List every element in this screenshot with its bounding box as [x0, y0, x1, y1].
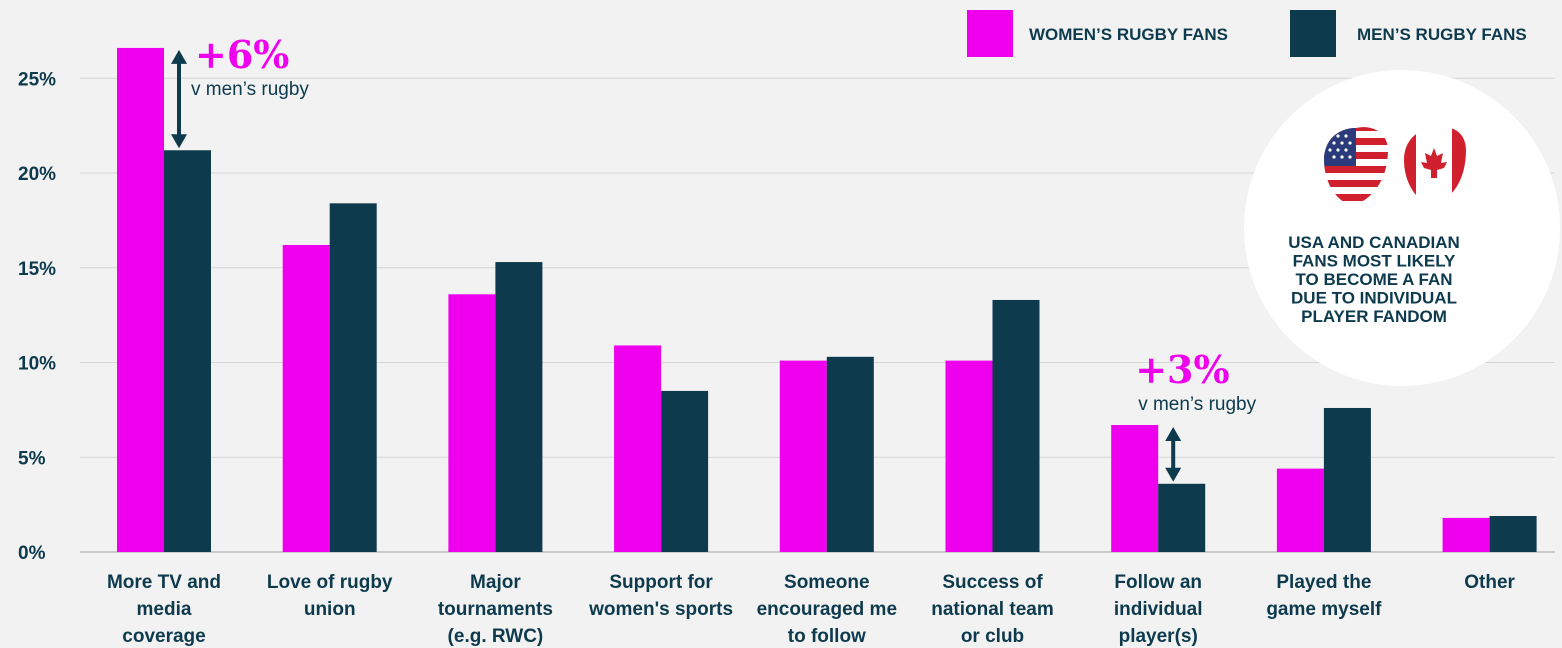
- difference-value: +6%: [195, 32, 289, 77]
- annotations: +6%v men’s rugby+3%v men’s rugby: [171, 32, 1257, 482]
- difference-caption: v men’s rugby: [1138, 394, 1256, 415]
- legend-swatch-men: [1290, 10, 1336, 57]
- category-label: Success of national team or club: [931, 572, 1053, 647]
- bar-women-6: [1111, 425, 1159, 552]
- legend: WOMEN’S RUGBY FANS MEN’S RUGBY FANS: [967, 10, 1527, 57]
- callout-circle: [1244, 70, 1560, 386]
- bar-women-1: [282, 245, 330, 552]
- bar-women-0: [117, 47, 164, 553]
- arrow-down-icon: [1165, 467, 1182, 482]
- y-tick-label: 10%: [18, 354, 56, 375]
- category-label: Love of rugby union: [267, 572, 393, 620]
- bar-men-4: [826, 356, 874, 552]
- y-tick-label: 20%: [18, 164, 56, 185]
- bar-women-7: [1276, 468, 1324, 552]
- bar-men-6: [1158, 483, 1206, 552]
- bar-women-4: [779, 360, 827, 552]
- bar-women-2: [448, 294, 496, 552]
- y-axis-ticks: 0% 5% 10% 15% 20% 25%: [18, 69, 56, 564]
- callout-text: USA AND CANADIAN FANS MOST LIKELY TO BECOM…: [1288, 233, 1460, 326]
- category-label: Played the game myself: [1266, 572, 1382, 620]
- category-labels: More TV and media coverage Love of rugby uni…: [107, 572, 1516, 647]
- arrow-down-icon: [171, 134, 187, 149]
- bar-men-1: [329, 203, 377, 552]
- bar-men-2: [495, 262, 543, 552]
- legend-label-women: WOMEN’S RUGBY FANS: [1029, 25, 1228, 44]
- bar-men-7: [1323, 407, 1371, 552]
- bar-men-5: [992, 299, 1040, 552]
- arrow-up-icon: [1165, 427, 1182, 442]
- y-tick-label: 25%: [18, 69, 56, 90]
- bar-women-3: [614, 345, 662, 552]
- bar-men-8: [1489, 515, 1537, 552]
- y-tick-label: 15%: [18, 259, 56, 280]
- bar-women-5: [945, 360, 993, 552]
- bars: [117, 47, 1537, 553]
- bar-men-0: [164, 150, 211, 552]
- category-label: Someone encouraged me to follow: [757, 572, 897, 647]
- category-label: Other: [1464, 572, 1515, 593]
- category-label: Follow an individual player(s): [1114, 572, 1203, 647]
- bar-men-3: [661, 390, 709, 552]
- difference-value: +3%: [1135, 347, 1229, 392]
- difference-caption: v men’s rugby: [191, 79, 309, 100]
- category-label: More TV and media coverage: [107, 572, 221, 647]
- difference-annotation: +3%v men’s rugby: [1135, 347, 1257, 482]
- arrow-up-icon: [171, 49, 187, 64]
- callout: USA AND CANADIAN FANS MOST LIKELY TO BECOM…: [1244, 70, 1560, 386]
- category-label: Support for women's sports: [588, 572, 733, 620]
- legend-label-men: MEN’S RUGBY FANS: [1357, 25, 1527, 44]
- legend-swatch-women: [967, 10, 1013, 57]
- category-label: Major tournaments (e.g. RWC): [438, 572, 553, 647]
- y-tick-label: 0%: [18, 543, 46, 564]
- y-tick-label: 5%: [18, 448, 46, 469]
- bar-women-8: [1442, 517, 1490, 552]
- difference-annotation: +6%v men’s rugby: [171, 32, 309, 149]
